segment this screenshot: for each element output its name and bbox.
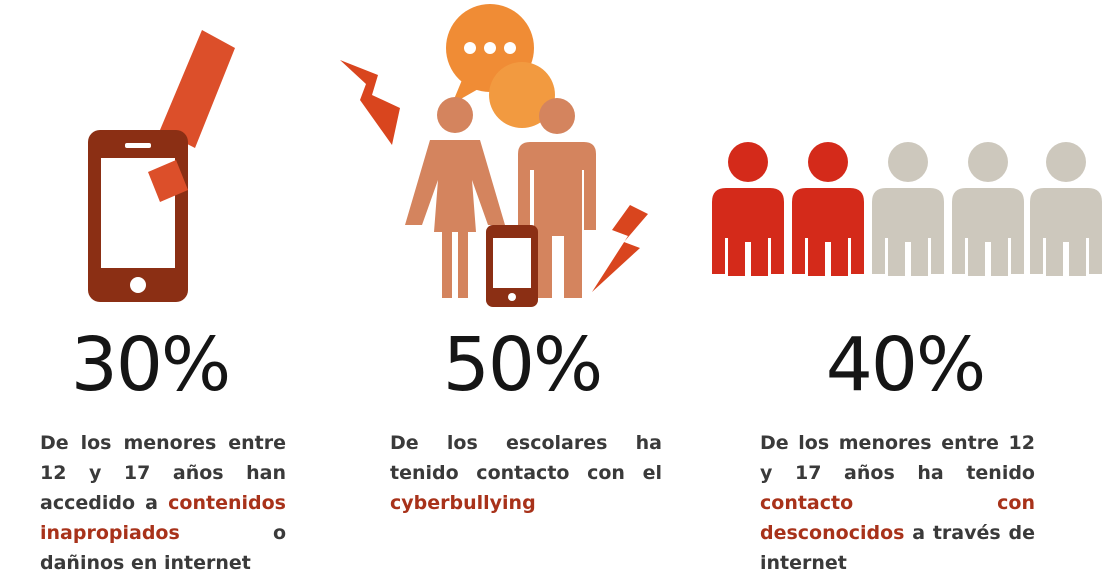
text: De los menores entre 12 y 17 años ha ten…	[760, 432, 1035, 484]
stat-text: De los menores entre 12 y 17 años han ac…	[40, 428, 286, 578]
page: 30% De los menores entre 12 y 17 años ha…	[0, 0, 1103, 569]
stat-text: De los escolares ha tenido contacto con …	[390, 428, 662, 518]
icon-people	[712, 142, 1102, 276]
icon-phone-alert	[88, 30, 235, 302]
icons	[0, 0, 1103, 320]
stat-text: De los menores entre 12 y 17 años ha ten…	[760, 428, 1035, 578]
stat-value: 40%	[755, 322, 1055, 408]
highlight: cyberbullying	[390, 492, 536, 514]
text: De los escolares ha tenido contacto con …	[390, 432, 662, 484]
stat-value: 30%	[0, 322, 300, 408]
stat-value: 50%	[372, 322, 672, 408]
icon-cyberbullying	[340, 4, 648, 307]
